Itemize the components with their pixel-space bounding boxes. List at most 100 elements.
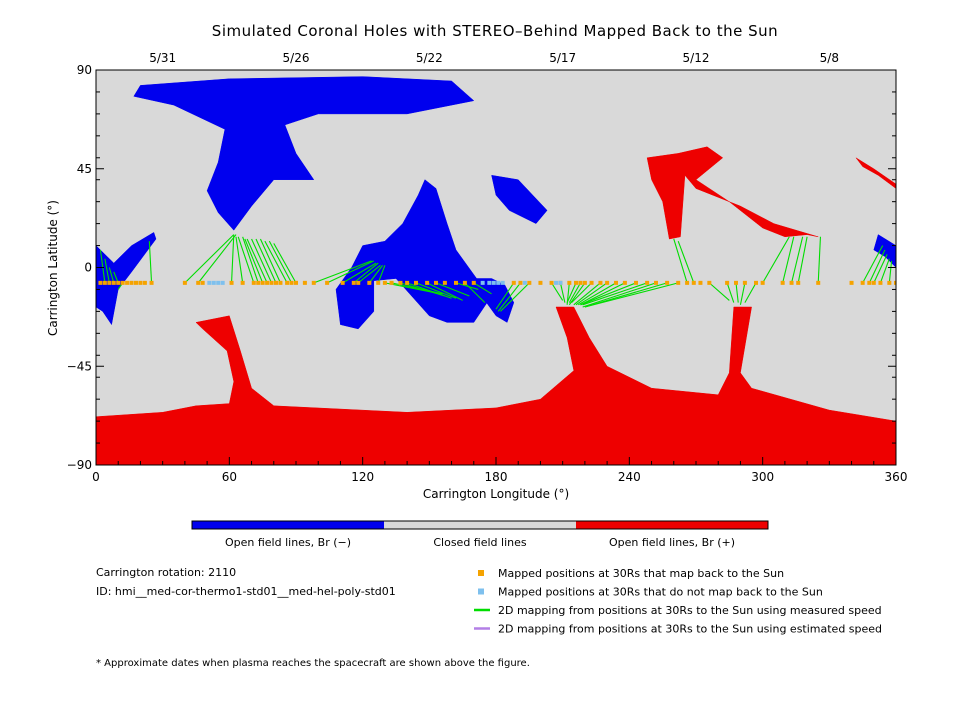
mapped-point-29 — [325, 280, 330, 285]
mapped-point-2 — [107, 280, 112, 285]
mapping-line-70 — [873, 254, 888, 284]
mapping-line-62 — [744, 282, 757, 303]
negative-open-field-region-1 — [96, 232, 157, 326]
date-tick-label-0: 5/31 — [149, 51, 176, 65]
mapping-line-47 — [573, 282, 601, 306]
negative-open-field-region-2 — [335, 179, 488, 330]
carrington-rotation: Carrington rotation: 2110 — [96, 566, 236, 579]
unmapped-point-11 — [558, 280, 563, 285]
negative-open-field-region-0 — [133, 76, 475, 231]
mapped-point-11 — [149, 280, 154, 285]
mapped-point-78 — [816, 280, 821, 285]
mapped-point-49 — [538, 280, 543, 285]
date-tick-label-4: 5/12 — [683, 51, 710, 65]
mapping-line-44 — [568, 282, 581, 303]
mapped-point-28 — [311, 280, 316, 285]
unmapped-point-1 — [211, 280, 216, 285]
mapped-point-35 — [382, 280, 387, 285]
mapped-point-58 — [605, 280, 610, 285]
mapping-line-36 — [473, 282, 492, 295]
mapped-point-15 — [229, 280, 234, 285]
mapping-line-63 — [762, 236, 790, 284]
date-tick-label-5: 5/8 — [820, 51, 839, 65]
mapped-point-61 — [634, 280, 638, 285]
mapping-line-14 — [251, 238, 273, 284]
mapped-point-52 — [567, 280, 572, 285]
mapped-point-36 — [389, 280, 394, 285]
mapping-line-68 — [862, 245, 884, 284]
mapping-line-52 — [582, 282, 648, 306]
mapped-point-33 — [367, 280, 372, 285]
mapped-point-59 — [614, 280, 618, 285]
unmapped-point-6 — [491, 280, 496, 285]
mapping-line-5 — [148, 241, 153, 283]
y-tick-label-3: −45 — [67, 359, 92, 373]
mapped-point-76 — [789, 280, 794, 285]
unmapped-point-10 — [554, 280, 558, 285]
mapping-line-56 — [673, 238, 688, 284]
mapping-line-24 — [357, 264, 381, 284]
legend-marker-1 — [478, 588, 484, 595]
y-tick-label-1: 45 — [77, 162, 92, 176]
date-tick-label-3: 5/17 — [549, 51, 576, 65]
mapped-point-66 — [685, 280, 690, 285]
mapping-line-55 — [584, 282, 679, 308]
mapped-point-8 — [134, 280, 138, 285]
mapped-point-69 — [707, 280, 712, 285]
x-tick-label-5: 300 — [751, 470, 774, 484]
mapping-line-9 — [235, 236, 244, 283]
mapping-line-1 — [104, 258, 110, 283]
mapping-line-50 — [580, 282, 626, 306]
mapped-point-18 — [256, 280, 261, 285]
footnote: * Approximate dates when plasma reaches … — [96, 658, 530, 669]
y-axis: 90 45 0 −45 −90 — [67, 63, 896, 472]
mapped-point-17 — [251, 280, 256, 285]
positive-open-field-region-8 — [855, 157, 896, 189]
mapped-point-56 — [589, 280, 594, 285]
mapped-point-7 — [129, 280, 134, 285]
unmapped-point-2 — [216, 280, 221, 285]
mapping-line-7 — [197, 234, 237, 284]
mapped-point-84 — [887, 280, 892, 285]
y-axis-label: Carrington Latitude (°) — [46, 200, 60, 336]
mapping-line-34 — [455, 282, 479, 290]
mapping-line-13 — [246, 238, 268, 284]
mapping-line-15 — [255, 238, 277, 284]
mapped-point-30 — [340, 280, 345, 285]
mapped-point-75 — [780, 280, 785, 285]
colorbar-frame — [191, 520, 769, 530]
x-tick-label-4: 240 — [618, 470, 641, 484]
y-tick-label-2: 0 — [84, 261, 92, 275]
mapping-line-32 — [426, 282, 463, 301]
colorbar-label-2: Open field lines, Br (+) — [609, 536, 735, 549]
x-tick-label-2: 120 — [351, 470, 374, 484]
mapped-point-46 — [511, 280, 516, 285]
mapped-point-85 — [894, 280, 896, 285]
mapped-point-54 — [578, 280, 583, 285]
mapping-line-61 — [739, 282, 746, 305]
mapped-point-79 — [849, 280, 854, 285]
mapped-point-63 — [654, 280, 658, 285]
mapping-line-48 — [575, 282, 608, 306]
x-tick-label-0: 0 — [92, 470, 100, 484]
mapping-line-30 — [406, 282, 452, 299]
mapped-point-13 — [196, 280, 201, 285]
mapped-point-34 — [376, 280, 381, 285]
mapping-line-69 — [868, 249, 886, 284]
mapped-point-72 — [742, 280, 747, 285]
mapped-point-9 — [138, 280, 143, 285]
mapped-point-38 — [405, 280, 410, 285]
mapping-line-18 — [268, 240, 293, 284]
open-field-regions — [96, 76, 896, 465]
legend-label-0: Mapped positions at 30Rs that map back t… — [498, 567, 784, 580]
mapped-point-26 — [294, 280, 298, 285]
mapped-point-23 — [278, 280, 283, 285]
mapping-line-53 — [582, 282, 657, 308]
mapped-point-83 — [878, 280, 883, 285]
negative-open-field-region-3 — [491, 174, 548, 224]
mapping-line-2 — [108, 267, 115, 284]
mapped-point-50 — [549, 280, 554, 285]
mapping-line-22 — [342, 262, 377, 284]
mapped-point-19 — [260, 280, 265, 285]
